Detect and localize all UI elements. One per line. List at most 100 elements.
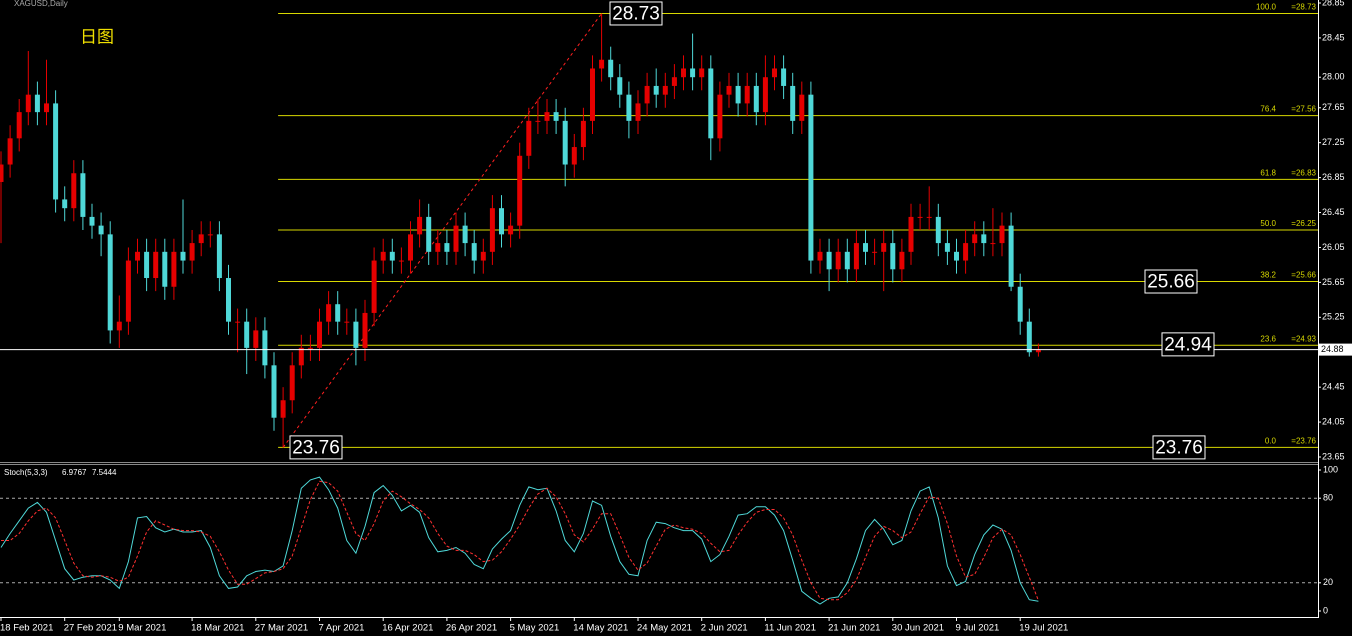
- y-tick-label: 28.45: [1322, 32, 1345, 42]
- fibonacci-price: =23.76: [1291, 437, 1316, 446]
- candle-body: [635, 103, 641, 121]
- x-tick-label: 19 Jul 2021: [1019, 623, 1068, 634]
- y-tick-label: 24.05: [1322, 416, 1345, 426]
- candle-body: [335, 304, 341, 322]
- candle-body: [799, 94, 805, 121]
- candle-body: [790, 85, 796, 121]
- candle-body: [289, 365, 295, 401]
- candle-body: [944, 243, 950, 252]
- candle-body: [999, 225, 1005, 244]
- candle-body: [226, 278, 231, 322]
- candle-body: [89, 216, 95, 226]
- candle-body: [844, 251, 850, 270]
- price-box: [1161, 332, 1215, 357]
- candle-body: [517, 155, 523, 226]
- candle-body: [344, 321, 350, 323]
- candle-body: [171, 251, 177, 287]
- y-tick-label: 28.00: [1322, 72, 1345, 82]
- candle-body: [417, 216, 423, 235]
- candle-body: [0, 164, 4, 182]
- candle-body: [899, 251, 905, 270]
- candle-body: [1035, 349, 1041, 353]
- x-tick-label: 16 Apr 2021: [382, 623, 433, 634]
- fibonacci-price: =24.93: [1291, 334, 1316, 343]
- candle-body: [835, 251, 841, 270]
- fibonacci-ratio: 38.2: [1260, 271, 1276, 280]
- candle-body: [53, 103, 59, 200]
- candle-body: [590, 68, 595, 121]
- candle-body: [489, 208, 495, 252]
- candle-body: [244, 321, 250, 348]
- candle-body: [398, 260, 404, 262]
- candle-body: [963, 243, 969, 261]
- last-price-label: 24.88: [1321, 344, 1344, 354]
- candle-body: [216, 234, 222, 279]
- candle-body: [1017, 286, 1023, 322]
- candle-body: [671, 77, 677, 86]
- candle-body: [981, 234, 987, 244]
- y-tick-label: 23.65: [1322, 451, 1345, 461]
- candle-body: [753, 85, 759, 113]
- candle-body: [380, 251, 386, 261]
- fibonacci-ratio: 76.4: [1260, 105, 1276, 114]
- candle-body: [298, 347, 304, 366]
- fibonacci-ratio: 0.0: [1265, 437, 1277, 446]
- candle-body: [863, 243, 868, 252]
- fibonacci-price: =28.73: [1291, 3, 1316, 12]
- candle-body: [34, 94, 40, 113]
- candle-body: [153, 251, 159, 279]
- indicator-d-value: 7.5444: [92, 468, 117, 477]
- candle-body: [926, 216, 932, 218]
- candle-body: [262, 330, 268, 366]
- candle-body: [116, 321, 122, 331]
- x-tick-label: 26 Apr 2021: [446, 623, 497, 634]
- fibonacci-ratio: 23.6: [1260, 334, 1276, 343]
- candle-body: [662, 85, 668, 95]
- x-tick-label: 7 Apr 2021: [319, 623, 365, 634]
- candle-body: [853, 243, 859, 270]
- candle-body: [207, 234, 213, 236]
- candle-body: [71, 173, 77, 209]
- y-tick-label: 100: [1323, 464, 1338, 474]
- x-tick-label: 2 Jun 2021: [701, 623, 748, 634]
- candle-body: [1008, 225, 1014, 287]
- fibonacci-ratio: 61.8: [1260, 168, 1276, 177]
- fibonacci-ratio: 50.0: [1260, 219, 1276, 228]
- candle-body: [954, 251, 959, 261]
- y-tick-label: 25.25: [1322, 312, 1345, 322]
- candle-body: [444, 243, 450, 252]
- candle-body: [7, 138, 13, 165]
- candle-body: [280, 400, 286, 418]
- candle-body: [699, 68, 705, 78]
- candle-body: [435, 243, 441, 252]
- candle-body: [499, 208, 504, 235]
- candle-body: [408, 234, 413, 261]
- price-box-label: 23.76: [292, 437, 340, 458]
- x-tick-label: 30 Jun 2021: [892, 623, 944, 634]
- y-tick-label: 26.85: [1322, 172, 1345, 182]
- candle-body: [253, 330, 259, 348]
- candle-body: [453, 225, 459, 252]
- x-tick-label: 24 May 2021: [637, 623, 692, 634]
- candle-body: [626, 94, 632, 121]
- candle-body: [326, 304, 332, 322]
- candle-body: [362, 312, 368, 348]
- candle-body: [462, 225, 468, 244]
- candle-body: [735, 85, 741, 104]
- price-box: [1144, 269, 1198, 294]
- candle-body: [307, 347, 313, 349]
- candle-body: [553, 112, 559, 121]
- candle-body: [617, 77, 623, 95]
- candle-body: [98, 225, 104, 235]
- candle-body: [389, 251, 395, 261]
- candle-body: [180, 251, 186, 261]
- y-tick-label: 26.05: [1322, 242, 1345, 252]
- candle-body: [908, 216, 914, 252]
- candle-body: [708, 68, 714, 139]
- candle-body: [580, 120, 586, 148]
- y-tick-label: 27.25: [1322, 137, 1345, 147]
- candle-body: [872, 251, 878, 253]
- candle-body: [717, 94, 723, 139]
